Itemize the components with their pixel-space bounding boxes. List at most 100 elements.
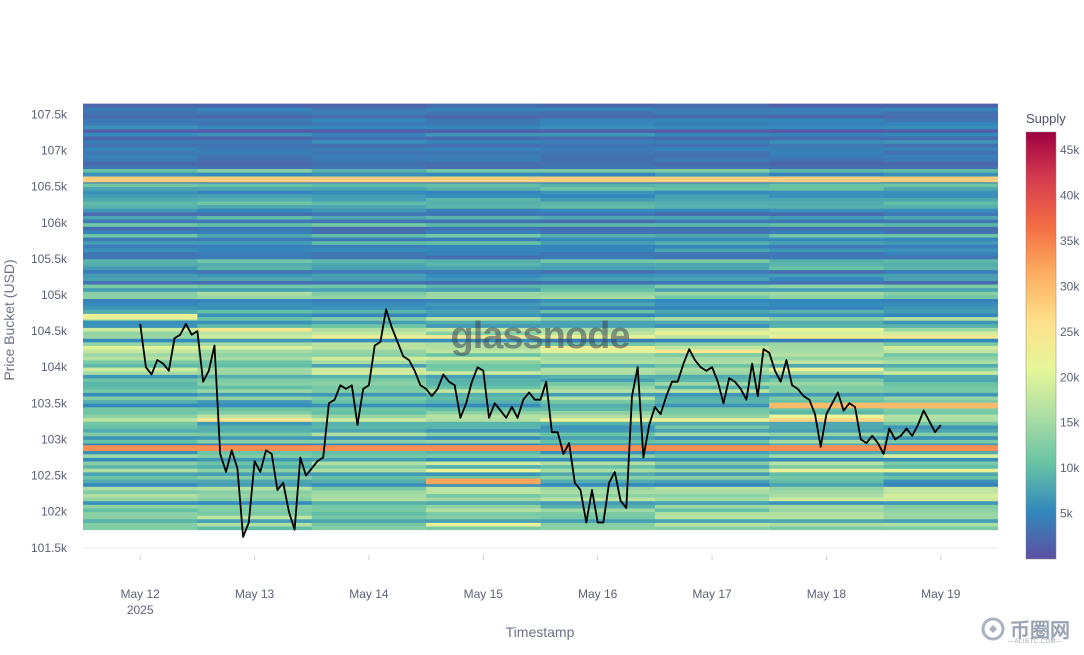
- heatmap-cell: [769, 114, 885, 119]
- heatmap-cell: [769, 486, 885, 491]
- heatmap-cell: [540, 136, 656, 141]
- heatmap-cell: [654, 291, 770, 296]
- heatmap-cell: [769, 154, 885, 159]
- heatmap-cell: [769, 193, 885, 198]
- heatmap-cell: [883, 233, 998, 238]
- heatmap-cell: [426, 417, 541, 422]
- heatmap-cell: [426, 230, 541, 235]
- heatmap-cell: [769, 107, 885, 112]
- y-tick-label: 105.5k: [31, 252, 68, 266]
- heatmap-cell: [540, 435, 656, 440]
- heatmap-cell: [883, 132, 998, 137]
- heatmap-cell: [311, 287, 427, 292]
- heatmap-cell: [540, 479, 656, 484]
- heatmap-cell: [883, 168, 998, 173]
- heatmap-cell: [83, 399, 198, 404]
- heatmap-cell: [883, 370, 998, 375]
- heatmap-cell: [311, 471, 427, 476]
- heatmap-cell: [769, 327, 885, 332]
- heatmap-cell: [311, 132, 427, 137]
- heatmap-cell: [197, 118, 313, 123]
- heatmap-cell: [540, 504, 656, 509]
- heatmap-cell: [769, 381, 885, 386]
- heatmap-cell: [83, 378, 198, 383]
- heatmap-cell: [883, 439, 998, 444]
- heatmap-cell: [311, 237, 427, 242]
- heatmap-cell: [83, 396, 198, 401]
- heatmap-cell: [769, 392, 885, 397]
- heatmap-cell: [769, 334, 885, 339]
- heatmap-cell: [83, 244, 198, 249]
- heatmap-cell: [883, 363, 998, 368]
- heatmap-cell: [769, 370, 885, 375]
- heatmap-cell: [883, 500, 998, 505]
- heatmap-cell: [197, 226, 313, 231]
- heatmap-cell: [654, 341, 770, 346]
- heatmap-cell: [654, 316, 770, 321]
- heatmap-cell: [83, 298, 198, 303]
- heatmap-cell: [197, 526, 313, 531]
- heatmap-cell: [83, 508, 198, 513]
- x-axis-title: Timestamp: [506, 624, 575, 640]
- heatmap-cell: [311, 464, 427, 469]
- heatmap-cell: [426, 500, 541, 505]
- heatmap-cell: [197, 266, 313, 271]
- heatmap-cell: [540, 396, 656, 401]
- heatmap-cell: [883, 464, 998, 469]
- heatmap-cell: [654, 193, 770, 198]
- heatmap-cell: [769, 211, 885, 216]
- heatmap-cell: [654, 345, 770, 350]
- heatmap-cell: [311, 269, 427, 274]
- heatmap-cell: [197, 352, 313, 357]
- heatmap-cell: [311, 193, 427, 198]
- heatmap-cell: [883, 341, 998, 346]
- heatmap-cell: [540, 381, 656, 386]
- heatmap-cell: [311, 248, 427, 253]
- heatmap-cell: [311, 396, 427, 401]
- heatmap-cell: [540, 295, 656, 300]
- heatmap-cell: [540, 280, 656, 285]
- heatmap-cell: [311, 125, 427, 130]
- heatmap-cell: [197, 211, 313, 216]
- heatmap-cell: [540, 453, 656, 458]
- heatmap-cell: [426, 381, 541, 386]
- heatmap-cell: [540, 114, 656, 119]
- heatmap-cell: [654, 121, 770, 126]
- heatmap-cell: [83, 464, 198, 469]
- heatmap-cell: [540, 251, 656, 256]
- heatmap-cell: [83, 125, 198, 130]
- heatmap-cell: [311, 146, 427, 151]
- heatmap-cell: [540, 215, 656, 220]
- heatmap-cell: [883, 352, 998, 357]
- heatmap-cell: [426, 197, 541, 202]
- heatmap-cell: [83, 230, 198, 235]
- y-axis: 101.5k 102k 102.5k 103k 103.5k 104k 104.5k 105k…: [31, 107, 68, 554]
- heatmap-cell: [311, 352, 427, 357]
- heatmap-cell: [769, 298, 885, 303]
- heatmap-cell: [654, 248, 770, 253]
- heatmap-cell: [540, 204, 656, 209]
- heatmap-cell: [883, 515, 998, 520]
- heatmap-cell: [197, 168, 313, 173]
- heatmap-cell: [883, 208, 998, 213]
- heatmap-cell: [197, 410, 313, 415]
- heatmap-cell: [311, 482, 427, 487]
- heatmap-cell: [654, 370, 770, 375]
- heatmap-cell: [197, 273, 313, 278]
- heatmap-cell: [426, 439, 541, 444]
- heatmap-cell: [83, 262, 198, 267]
- heatmap-cell: [311, 183, 427, 188]
- heatmap-cell: [883, 244, 998, 249]
- heatmap-cell: [197, 110, 313, 115]
- heatmap-cell: [883, 211, 998, 216]
- heatmap-cell: [311, 374, 427, 379]
- heatmap-cell: [540, 211, 656, 216]
- heatmap-cell: [426, 385, 541, 390]
- heatmap-cell: [311, 121, 427, 126]
- heatmap-cell: [197, 107, 313, 112]
- heatmap-cell: [426, 255, 541, 260]
- heatmap-cell: [654, 457, 770, 462]
- heatmap-cell: [883, 222, 998, 227]
- heatmap-cell: [540, 172, 656, 177]
